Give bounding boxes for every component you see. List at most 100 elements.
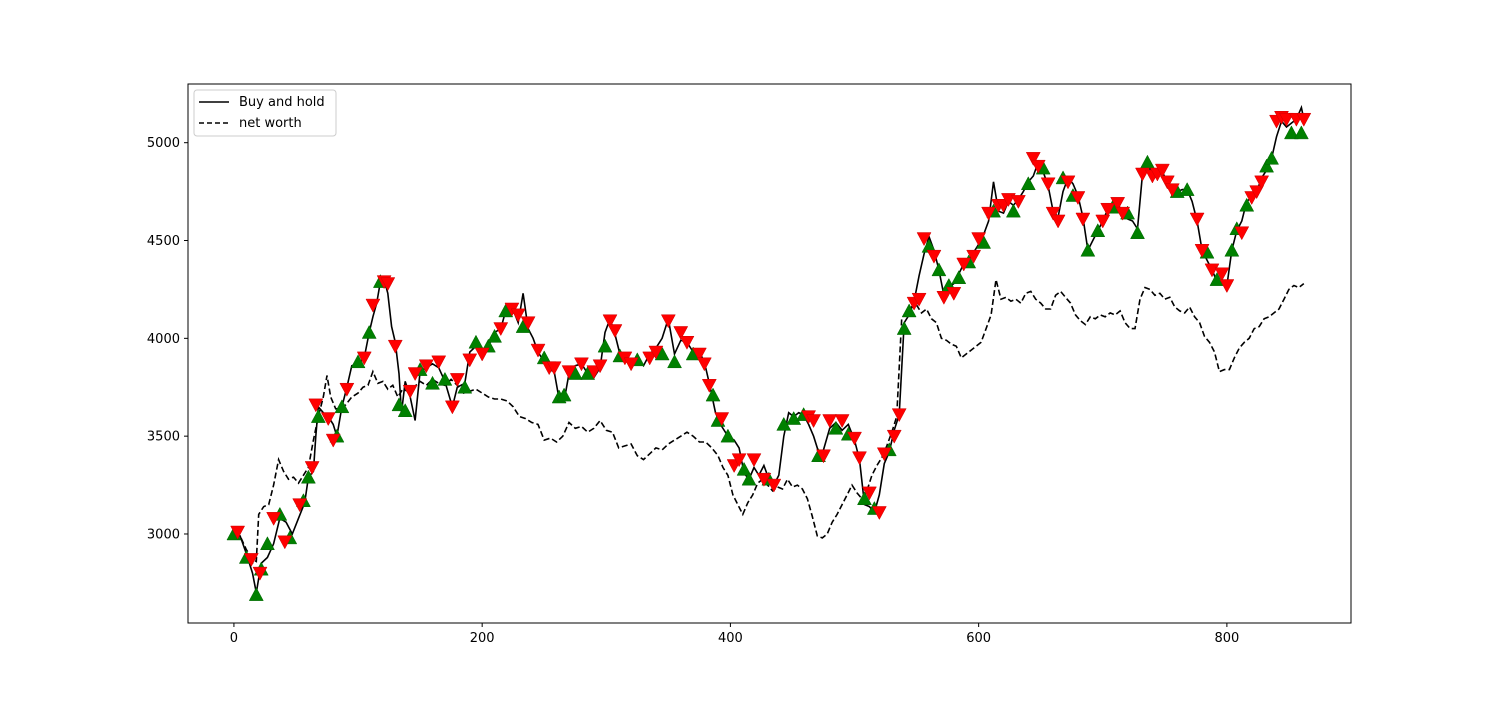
y-tick-label: 4500 — [147, 234, 180, 249]
sell-marker — [834, 414, 850, 429]
sell-marker — [981, 206, 996, 221]
y-tick-label: 5000 — [147, 136, 180, 151]
x-tick-label: 0 — [230, 631, 238, 646]
buy-marker — [248, 587, 264, 601]
sell-marker — [243, 553, 259, 567]
sell-marker — [746, 453, 762, 468]
sell-marker — [847, 431, 862, 446]
sell-marker — [474, 347, 490, 362]
sell-marker — [1075, 212, 1091, 227]
buy-marker — [361, 324, 377, 339]
buy-marker — [597, 338, 613, 353]
buy-marker — [437, 371, 453, 386]
sell-marker — [936, 291, 952, 305]
sell-marker — [946, 287, 962, 301]
sell-marker — [731, 453, 747, 468]
sell-marker — [230, 525, 246, 540]
sell-marker — [356, 351, 372, 366]
sell-marker — [696, 357, 712, 372]
sell-marker — [277, 535, 293, 550]
buy-marker — [1130, 225, 1145, 239]
sell-marker — [1025, 152, 1041, 166]
sell-marker — [911, 292, 927, 307]
sell-marker — [660, 314, 676, 329]
sell-marker — [926, 249, 942, 264]
sell-marker — [510, 308, 526, 323]
buy-marker — [1020, 176, 1036, 191]
sell-marker — [673, 326, 689, 340]
sell-marker — [304, 461, 320, 475]
sell-marker — [861, 486, 877, 501]
sell-marker — [431, 355, 447, 370]
buy-marker — [896, 321, 912, 335]
sell-marker — [714, 412, 730, 427]
buy-marker — [1179, 182, 1195, 196]
sell-marker — [642, 351, 658, 366]
sell-marker — [292, 498, 308, 513]
buy-marker — [397, 403, 413, 417]
legend: Buy and hold net worth — [193, 89, 337, 137]
sell-marker — [648, 345, 664, 360]
sell-marker — [252, 566, 268, 581]
sell-marker — [607, 324, 623, 339]
buy-marker — [334, 399, 350, 414]
sell-marker — [493, 322, 509, 337]
buy-marker — [300, 469, 316, 484]
buy-marker — [425, 375, 440, 390]
x-tick-label: 600 — [966, 631, 991, 646]
buy-marker — [1284, 125, 1299, 140]
plot-area — [226, 104, 1312, 601]
sell-marker — [530, 343, 546, 358]
buy-marker — [786, 411, 802, 425]
sell-marker — [1214, 267, 1230, 282]
sell-marker — [1095, 214, 1111, 229]
y-tick-label: 3500 — [147, 430, 180, 445]
y-tick-label: 4000 — [147, 332, 180, 347]
sell-marker — [1219, 279, 1235, 294]
sell-marker — [1050, 214, 1066, 229]
buy-marker — [951, 270, 967, 284]
x-tick-label: 800 — [1214, 631, 1239, 646]
buy-marker — [1259, 158, 1275, 173]
x-tick-label: 400 — [718, 631, 743, 646]
sell-marker — [449, 373, 465, 387]
sell-marker — [916, 232, 932, 247]
sell-marker — [1194, 244, 1210, 258]
buy-marker — [736, 461, 752, 476]
sell-marker — [1110, 197, 1126, 211]
buy-marker — [487, 328, 502, 343]
y-tick-label: 3000 — [147, 527, 180, 542]
sell-marker — [602, 314, 618, 329]
sell-marker — [520, 316, 536, 331]
buy-marker — [556, 387, 572, 402]
sell-marker — [1279, 112, 1294, 127]
legend-label-buy-and-hold: Buy and hold — [239, 95, 325, 110]
buy-marker — [667, 354, 682, 369]
sell-marker — [1189, 212, 1205, 227]
buy-marker — [1090, 223, 1106, 237]
sell-marker — [444, 400, 460, 415]
sell-marker — [1070, 191, 1086, 206]
sell-marker — [1154, 163, 1170, 178]
buy-marker — [1005, 203, 1021, 218]
sell-marker — [691, 347, 707, 362]
legend-frame — [193, 89, 337, 137]
sell-marker — [766, 478, 782, 493]
sell-marker — [956, 257, 972, 272]
sell-marker — [623, 357, 639, 372]
sell-marker — [1010, 195, 1026, 209]
buy-marker — [1264, 150, 1279, 165]
sell-marker — [574, 357, 589, 372]
buy-marker — [705, 387, 721, 402]
series-line-net-worth — [233, 279, 1305, 563]
sell-marker — [1060, 175, 1076, 190]
sell-marker — [339, 382, 355, 397]
sell-marker — [592, 359, 608, 374]
buy-marker — [1239, 197, 1255, 212]
sell-marker — [1296, 112, 1312, 127]
sell-marker — [308, 398, 324, 413]
sell-marker — [1234, 226, 1250, 241]
buy-marker — [720, 428, 736, 443]
sell-marker — [402, 384, 418, 399]
sell-marker — [1204, 263, 1220, 278]
